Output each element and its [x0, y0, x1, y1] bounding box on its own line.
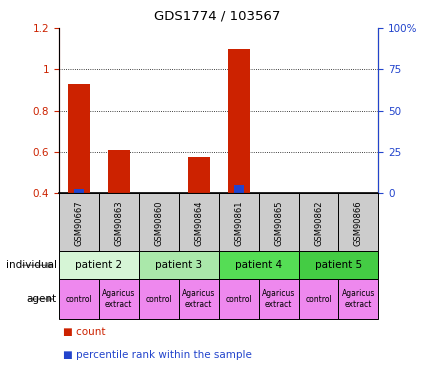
- Text: patient 2: patient 2: [75, 260, 122, 270]
- Bar: [338, 279, 378, 319]
- Text: control: control: [304, 295, 331, 304]
- Bar: [218, 279, 258, 319]
- Bar: [298, 193, 338, 251]
- Text: ■ percentile rank within the sample: ■ percentile rank within the sample: [63, 350, 251, 360]
- Text: patient 4: patient 4: [234, 260, 282, 270]
- Text: control: control: [65, 295, 92, 304]
- Text: GSM90864: GSM90864: [194, 200, 203, 246]
- Text: GSM90667: GSM90667: [74, 200, 83, 246]
- Text: ■ count: ■ count: [63, 327, 105, 338]
- Text: Agaricus
extract: Agaricus extract: [261, 290, 295, 309]
- Bar: [138, 279, 178, 319]
- Bar: [258, 193, 298, 251]
- Bar: [68, 84, 89, 193]
- Bar: [59, 279, 99, 319]
- Bar: [99, 193, 138, 251]
- Text: Agaricus
extract: Agaricus extract: [341, 290, 374, 309]
- Bar: [138, 193, 178, 251]
- Text: GSM90866: GSM90866: [353, 200, 362, 246]
- Text: patient 3: patient 3: [155, 260, 202, 270]
- Text: GSM90861: GSM90861: [233, 200, 243, 246]
- Text: control: control: [225, 295, 251, 304]
- Bar: [99, 279, 138, 319]
- Text: patient 5: patient 5: [314, 260, 361, 270]
- Bar: [218, 193, 258, 251]
- Bar: [338, 193, 378, 251]
- Text: GSM90865: GSM90865: [273, 200, 283, 246]
- Bar: [59, 193, 99, 251]
- Text: Agaricus
extract: Agaricus extract: [181, 290, 215, 309]
- Bar: [74, 189, 83, 193]
- Bar: [187, 157, 209, 193]
- Bar: [108, 150, 129, 193]
- Text: GSM90863: GSM90863: [114, 200, 123, 246]
- Bar: [298, 251, 378, 279]
- Bar: [227, 49, 249, 193]
- Bar: [218, 251, 298, 279]
- Bar: [258, 279, 298, 319]
- Bar: [59, 251, 138, 279]
- Bar: [298, 279, 338, 319]
- Text: Agaricus
extract: Agaricus extract: [102, 290, 135, 309]
- Text: GDS1774 / 103567: GDS1774 / 103567: [154, 9, 280, 22]
- Bar: [138, 251, 218, 279]
- Bar: [233, 185, 243, 193]
- Text: control: control: [145, 295, 171, 304]
- Text: agent: agent: [26, 294, 56, 304]
- Text: GSM90860: GSM90860: [154, 200, 163, 246]
- Bar: [178, 279, 218, 319]
- Bar: [178, 193, 218, 251]
- Text: GSM90862: GSM90862: [313, 200, 322, 246]
- Text: individual: individual: [6, 260, 56, 270]
